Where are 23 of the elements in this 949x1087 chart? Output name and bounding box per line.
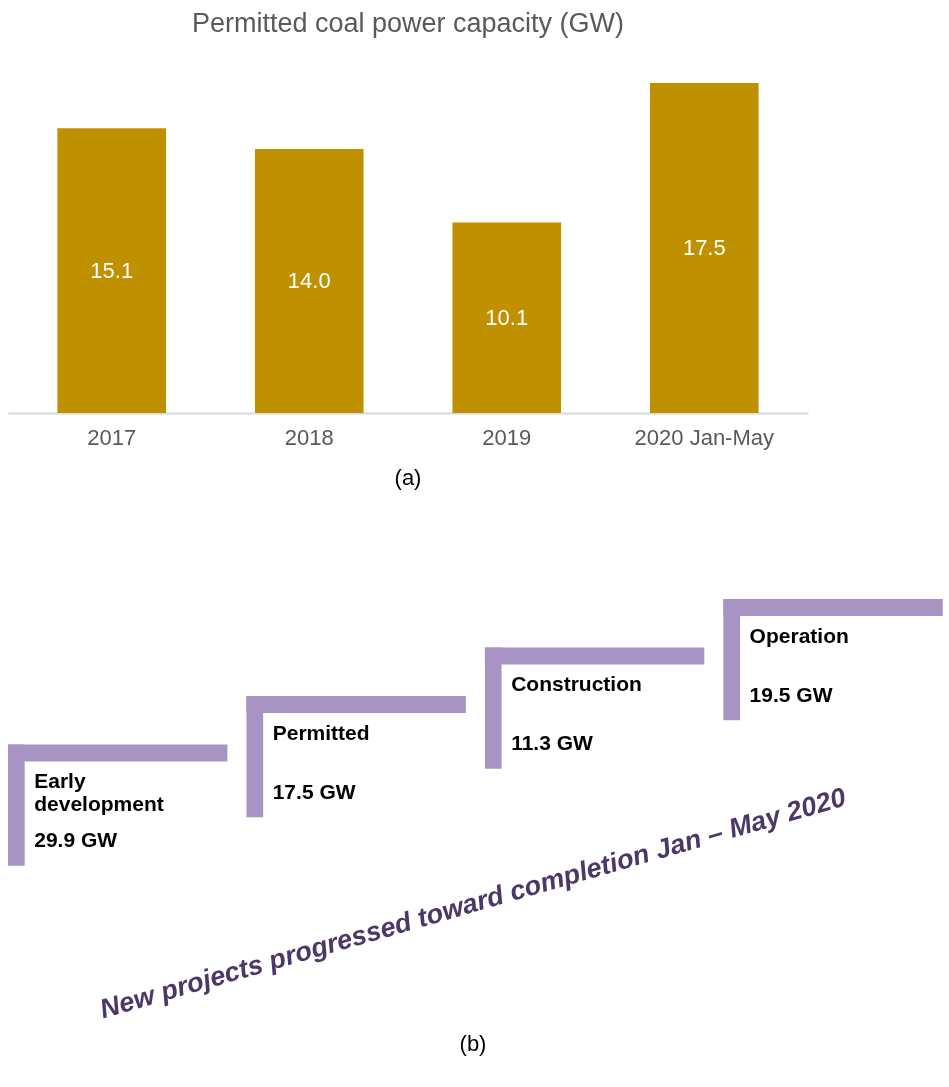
data-label: 17.5 GW xyxy=(272,779,356,803)
category-label: Operation xyxy=(749,623,849,647)
bar xyxy=(452,222,562,413)
category-label: Construction xyxy=(511,672,642,696)
bar xyxy=(57,128,167,413)
chart-title: Permitted coal power capacity (GW) xyxy=(191,8,625,38)
bar xyxy=(649,83,759,413)
category-label: Early development xyxy=(34,769,164,816)
data-label: 17.5 xyxy=(682,235,726,260)
data-label: 15.1 xyxy=(90,257,134,283)
x-tick-label: 2017 xyxy=(87,424,137,450)
data-label: 10.1 xyxy=(485,304,529,330)
data-label: 29.9 GW xyxy=(34,828,118,852)
category-label: Permitted xyxy=(272,720,370,744)
bar xyxy=(254,149,364,413)
x-tick-label: 2018 xyxy=(284,424,334,450)
x-tick-label: 2019 xyxy=(482,424,532,450)
text: (a) xyxy=(394,465,422,490)
x-tick-label: 2020 Jan-May xyxy=(634,424,775,450)
text: (b) xyxy=(459,1031,487,1056)
data-label: 14.0 xyxy=(287,268,331,293)
data-label: 19.5 GW xyxy=(749,682,833,706)
data-label: 11.3 GW xyxy=(511,731,594,755)
